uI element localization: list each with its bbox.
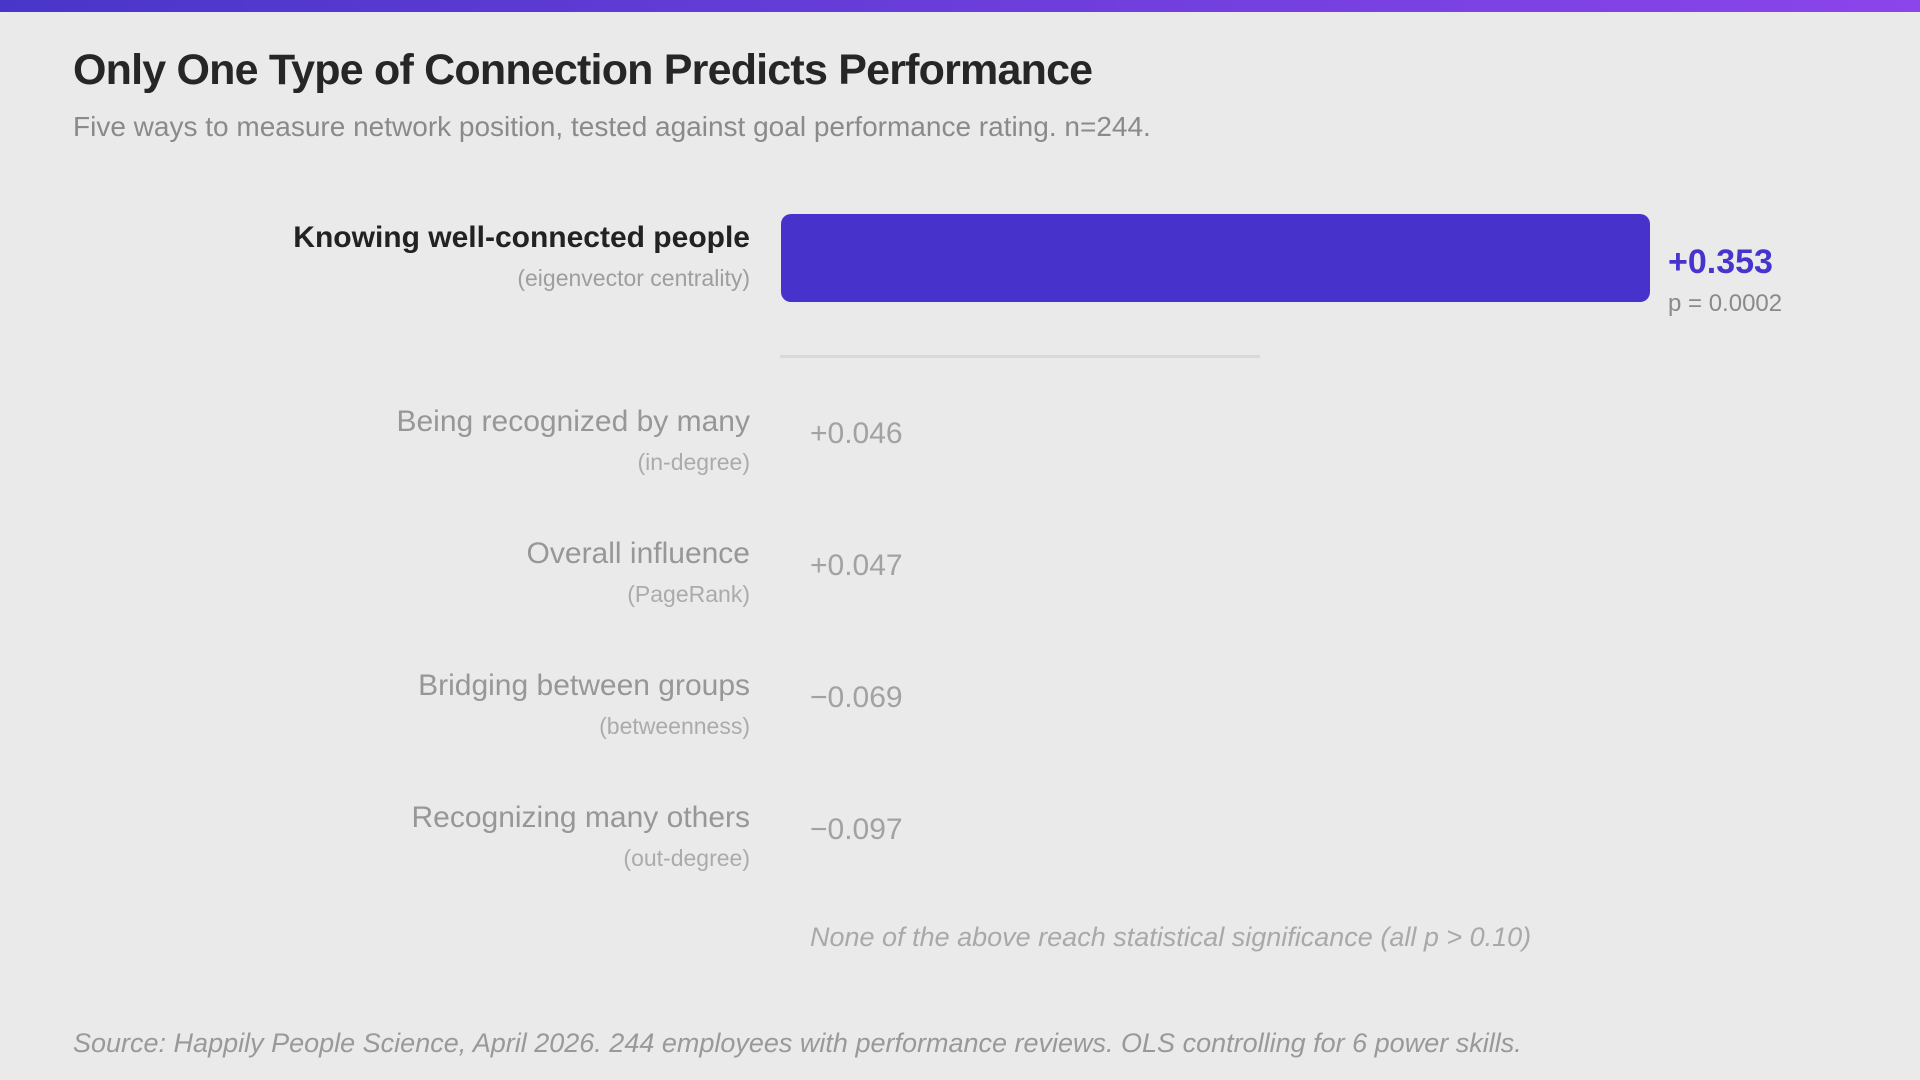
p-value-label: p = 0.0002 — [1668, 290, 1783, 317]
section-divider — [780, 355, 1260, 358]
metric-sublabel: (out-degree) — [623, 845, 750, 871]
metric-row-indegree-label: Being recognized by many (in-degree) — [0, 404, 750, 476]
coefficient-value: +0.047 — [810, 549, 903, 582]
metric-label: Bridging between groups — [418, 669, 750, 702]
coefficient-value: +0.046 — [810, 417, 903, 450]
metric-label: Recognizing many others — [411, 801, 750, 834]
coefficient-bar-eigenvector — [781, 214, 1650, 302]
chart-subtitle: Five ways to measure network position, t… — [73, 111, 1151, 142]
metric-row-pagerank-label: Overall influence (PageRank) — [0, 536, 750, 608]
coefficient-value: −0.097 — [810, 813, 903, 846]
metric-label: Being recognized by many — [396, 405, 750, 438]
significance-note: None of the above reach statistical sign… — [810, 922, 1532, 952]
metric-label: Knowing well-connected people — [293, 221, 750, 254]
metric-row-eigenvector-label: Knowing well-connected people (eigenvect… — [0, 220, 750, 292]
metric-sublabel: (PageRank) — [627, 581, 750, 607]
coefficient-value-block: +0.353 p = 0.0002 — [1668, 242, 1782, 318]
metric-label: Overall influence — [526, 537, 750, 570]
metric-row-outdegree-label: Recognizing many others (out-degree) — [0, 800, 750, 872]
coefficient-value: −0.069 — [810, 681, 903, 714]
source-note: Source: Happily People Science, April 20… — [73, 1028, 1522, 1058]
coefficient-value-highlight: +0.353 — [1668, 243, 1773, 281]
chart-title: Only One Type of Connection Predicts Per… — [73, 46, 1093, 94]
metric-sublabel: (betweenness) — [599, 713, 750, 739]
top-accent-gradient-bar — [0, 0, 1920, 12]
metric-sublabel: (eigenvector centrality) — [517, 265, 750, 291]
metric-sublabel: (in-degree) — [637, 449, 751, 475]
metric-row-betweenness-label: Bridging between groups (betweenness) — [0, 668, 750, 740]
